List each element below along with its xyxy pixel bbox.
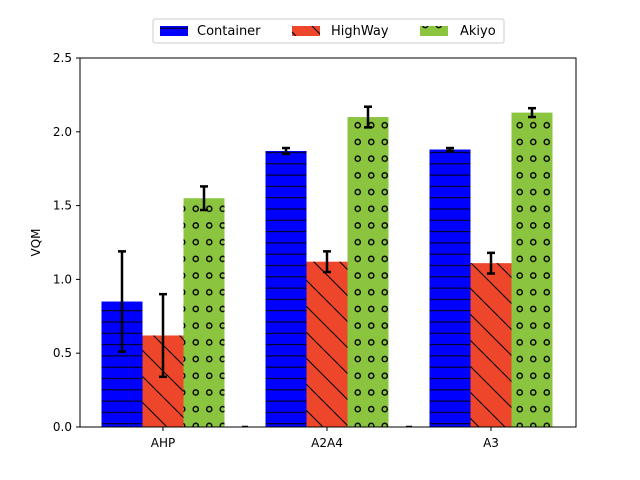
bar-hatch-akiyo-a2a4	[347, 117, 389, 427]
bar-hatch-akiyo-a3	[511, 112, 553, 427]
y-tick-label-0: 0.0	[53, 420, 72, 434]
legend-swatch-hatch-container	[160, 26, 188, 36]
legend-label-highway: HighWay	[331, 24, 389, 39]
y-tick-label-4: 2.0	[53, 125, 72, 139]
legend-swatch-hatch-akiyo	[420, 26, 448, 36]
legend-label-akiyo: Akiyo	[460, 24, 496, 39]
y-tick-label-3: 1.5	[53, 199, 72, 213]
bar-hatch-highway-a3	[470, 263, 512, 427]
y-tick-label-2: 1.0	[53, 272, 72, 286]
legend-box	[152, 18, 505, 44]
x-tick-label-a3: A3	[483, 436, 499, 450]
bar-hatch-akiyo-ahp	[183, 198, 225, 427]
x-tick-label-ahp: AHP	[151, 436, 175, 450]
y-tick-label-1: 0.5	[53, 346, 72, 360]
bar-hatch-container-a2a4	[265, 150, 307, 427]
x-tick-label-a2a4: A2A4	[311, 436, 343, 450]
bar-hatch-highway-a2a4	[306, 261, 348, 427]
bar-hatch-container-a3	[429, 149, 471, 427]
y-axis-label: VQM	[29, 228, 43, 256]
legend-swatch-hatch-highway	[292, 26, 320, 36]
axes-frame	[79, 57, 577, 428]
legend-label-container: Container	[197, 24, 261, 39]
y-tick-label-5: 2.5	[53, 51, 72, 65]
